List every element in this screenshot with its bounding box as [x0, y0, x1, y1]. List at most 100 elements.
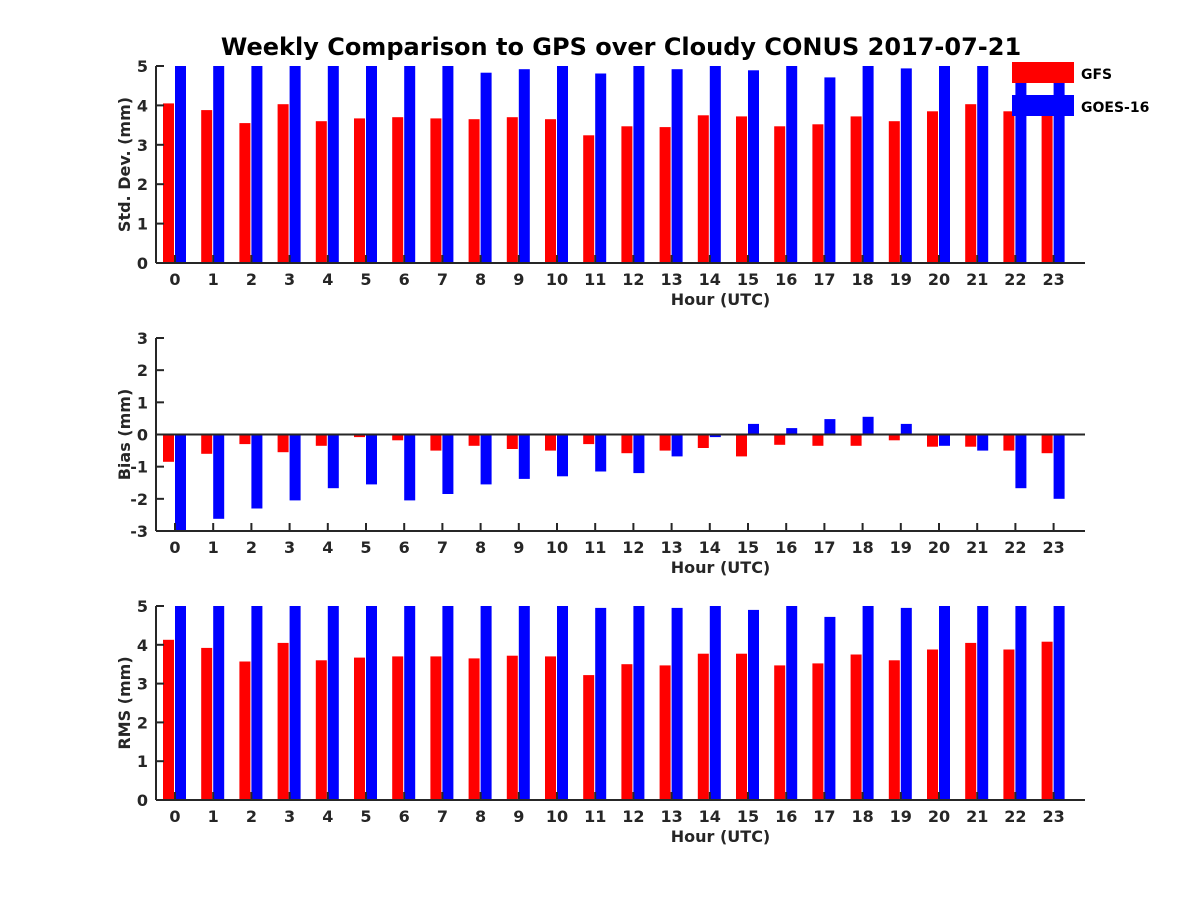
rms-y-tick-label: 5 [137, 597, 148, 616]
rms-y-tick-label: 0 [137, 791, 148, 810]
rms-bar-goes16-17 [824, 616, 836, 800]
bias-bar-gfs-7 [430, 434, 442, 451]
bias-x-tick-label: 14 [699, 538, 721, 557]
bias-bar-goes16-2 [251, 434, 263, 509]
std-dev-bar-gfs-6 [392, 117, 404, 263]
bias-bar-gfs-12 [621, 434, 633, 454]
bias-bar-gfs-9 [506, 434, 518, 449]
std-dev-x-tick-label: 16 [775, 270, 797, 289]
rms-x-tick-label: 15 [737, 807, 759, 826]
std-dev-y-axis-label: Std. Dev. (mm) [115, 97, 134, 232]
rms-bar-gfs-7 [430, 656, 442, 800]
std-dev-bar-goes16-15 [748, 70, 759, 263]
bias-bar-goes16-19 [900, 423, 912, 435]
rms-x-tick-label: 16 [775, 807, 797, 826]
std-dev-bar-goes16-14 [709, 66, 721, 263]
rms-y-tick-label: 3 [137, 675, 148, 694]
rms-bar-goes16-16 [786, 606, 798, 800]
std-dev-bar-goes16-20 [939, 66, 950, 263]
std-dev-bar-gfs-10 [545, 119, 556, 263]
bias-bar-goes16-8 [480, 434, 492, 485]
bias-bar-goes16-7 [442, 434, 454, 494]
rms-x-tick-label: 19 [890, 807, 912, 826]
rms-bar-goes16-21 [977, 606, 989, 800]
rms-bar-goes16-10 [557, 606, 568, 800]
std-dev-bar-goes16-4 [327, 66, 339, 263]
rms-x-tick-label: 20 [928, 807, 950, 826]
std-dev-bar-gfs-7 [430, 118, 442, 264]
rms-x-axis-label: Hour (UTC) [671, 827, 771, 846]
rms-bar-gfs-0 [163, 639, 174, 800]
rms-x-tick-label: 1 [208, 807, 219, 826]
rms-y-tick-label: 4 [137, 636, 148, 655]
rms-bar-gfs-5 [354, 657, 365, 800]
std-dev-bar-goes16-21 [977, 66, 989, 263]
bias-bar-goes16-21 [977, 434, 989, 451]
bias-bar-goes16-23 [1053, 434, 1065, 499]
rms-bar-gfs-8 [468, 658, 480, 800]
rms-x-tick-label: 14 [699, 807, 721, 826]
std-dev-bar-goes16-9 [518, 69, 530, 263]
bias-bar-gfs-21 [965, 434, 977, 447]
bias-y-tick-label: 2 [137, 361, 148, 380]
std-dev-x-axis-label: Hour (UTC) [671, 290, 771, 309]
rms-x-tick-label: 7 [437, 807, 448, 826]
bias-bar-gfs-22 [1003, 434, 1015, 451]
bias-x-axis-label: Hour (UTC) [671, 558, 771, 577]
bias-bar-goes16-14 [709, 434, 721, 438]
rms-y-tick-label: 2 [137, 713, 148, 732]
std-dev-bar-gfs-18 [850, 116, 862, 264]
bias-y-axis-label: Bias (mm) [115, 389, 134, 481]
std-dev-x-tick-label: 11 [584, 270, 606, 289]
rms-bar-gfs-11 [583, 675, 595, 800]
bias-x-tick-label: 0 [169, 538, 180, 557]
bias-bar-goes16-13 [671, 434, 683, 457]
std-dev-bar-gfs-4 [315, 121, 327, 263]
std-dev-x-tick-label: 1 [208, 270, 219, 289]
std-dev-bar-goes16-19 [900, 68, 912, 264]
std-dev-bar-gfs-22 [1003, 111, 1015, 263]
rms-bar-gfs-3 [277, 642, 289, 800]
bias-bar-gfs-15 [736, 434, 747, 457]
std-dev-bar-gfs-5 [354, 118, 365, 264]
rms-bar-gfs-20 [927, 649, 938, 800]
std-dev-bar-goes16-16 [786, 66, 798, 263]
std-dev-bar-gfs-20 [927, 111, 938, 263]
bias-x-tick-label: 23 [1042, 538, 1064, 557]
std-dev-bar-goes16-12 [633, 66, 645, 263]
rms-bar-gfs-10 [545, 656, 556, 800]
rms-bar-goes16-6 [404, 606, 416, 800]
std-dev-bar-gfs-19 [888, 121, 900, 263]
rms-x-tick-label: 17 [813, 807, 835, 826]
bias-y-tick-label: -1 [130, 458, 148, 477]
bias-x-tick-label: 3 [284, 538, 295, 557]
rms-bar-goes16-9 [518, 606, 530, 800]
bias-x-tick-label: 5 [360, 538, 371, 557]
std-dev-bar-gfs-13 [659, 127, 671, 263]
rms-x-tick-label: 18 [851, 807, 873, 826]
bias-bar-goes16-4 [327, 434, 339, 489]
bias-bar-goes16-0 [175, 434, 186, 531]
legend-swatch-goes16 [1012, 95, 1074, 116]
rms-bar-gfs-21 [965, 642, 977, 800]
bias-bar-gfs-5 [354, 434, 365, 438]
bias-bar-gfs-10 [545, 434, 556, 451]
bias-x-tick-label: 6 [399, 538, 410, 557]
bias-bar-gfs-0 [163, 434, 174, 462]
std-dev-x-tick-label: 18 [851, 270, 873, 289]
bias-y-tick-label: 0 [137, 426, 148, 445]
rms-bar-goes16-12 [633, 606, 645, 800]
rms-bar-goes16-11 [595, 607, 607, 800]
bias-y-tick-label: 1 [137, 393, 148, 412]
rms-bar-gfs-12 [621, 664, 633, 800]
bias-x-tick-label: 1 [208, 538, 219, 557]
bias-bar-gfs-4 [315, 434, 327, 446]
std-dev-bar-goes16-8 [480, 72, 492, 263]
std-dev-bar-goes16-10 [557, 66, 568, 263]
std-dev-bar-goes16-1 [213, 66, 225, 263]
std-dev-x-tick-label: 17 [813, 270, 835, 289]
rms-bar-gfs-15 [736, 653, 747, 800]
bias-x-tick-label: 2 [246, 538, 257, 557]
bias-bar-goes16-12 [633, 434, 645, 474]
